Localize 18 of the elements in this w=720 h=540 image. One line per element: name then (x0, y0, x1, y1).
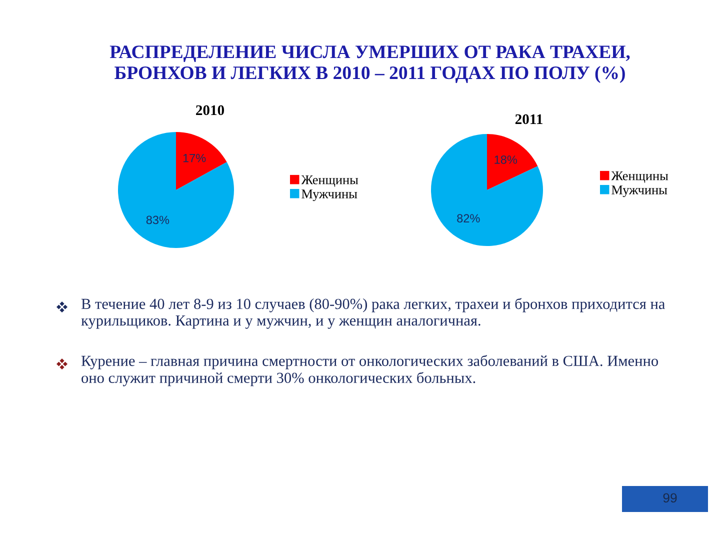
legend-label: Мужчины (302, 190, 358, 202)
data-label: 17% (183, 154, 206, 162)
pie-slice (176, 132, 227, 190)
pie-slice (118, 132, 234, 248)
data-label: 83% (146, 216, 170, 224)
data-label: 82% (457, 214, 480, 222)
text: В течение 40 лет 8-9 из 10 случаев (80-90%) рака легких, трахеи и бронхов приходится на курильщиков. Картина и у мужчин, и у женщин аналогичная. (81, 298, 665, 329)
data-label: 18% (494, 155, 517, 164)
chart-title: 2010 (196, 105, 224, 116)
text: Курение – главная причина смертности от онкологических заболеваний в США. Именно оно служит причиной смерти 30% онкологических больных. (81, 355, 658, 386)
legend-label: Мужчины (612, 186, 668, 198)
pie-slice (431, 134, 543, 246)
legend-label: Женщины (301, 176, 358, 187)
text: 99 (663, 493, 677, 503)
chart-title: 2011 (515, 114, 542, 124)
text: РАСПРЕДЕЛЕНИЕ ЧИСЛА УМЕРШИХ ОТ РАКА ТРАХЕИ, БРОНХОВ И ЛЕГКИХ В 2010 – 2011 ГОДАХ ПО ПОЛУ (%) (110, 46, 630, 83)
pie-slice (487, 134, 538, 190)
legend-label: Женщины (611, 172, 668, 183)
